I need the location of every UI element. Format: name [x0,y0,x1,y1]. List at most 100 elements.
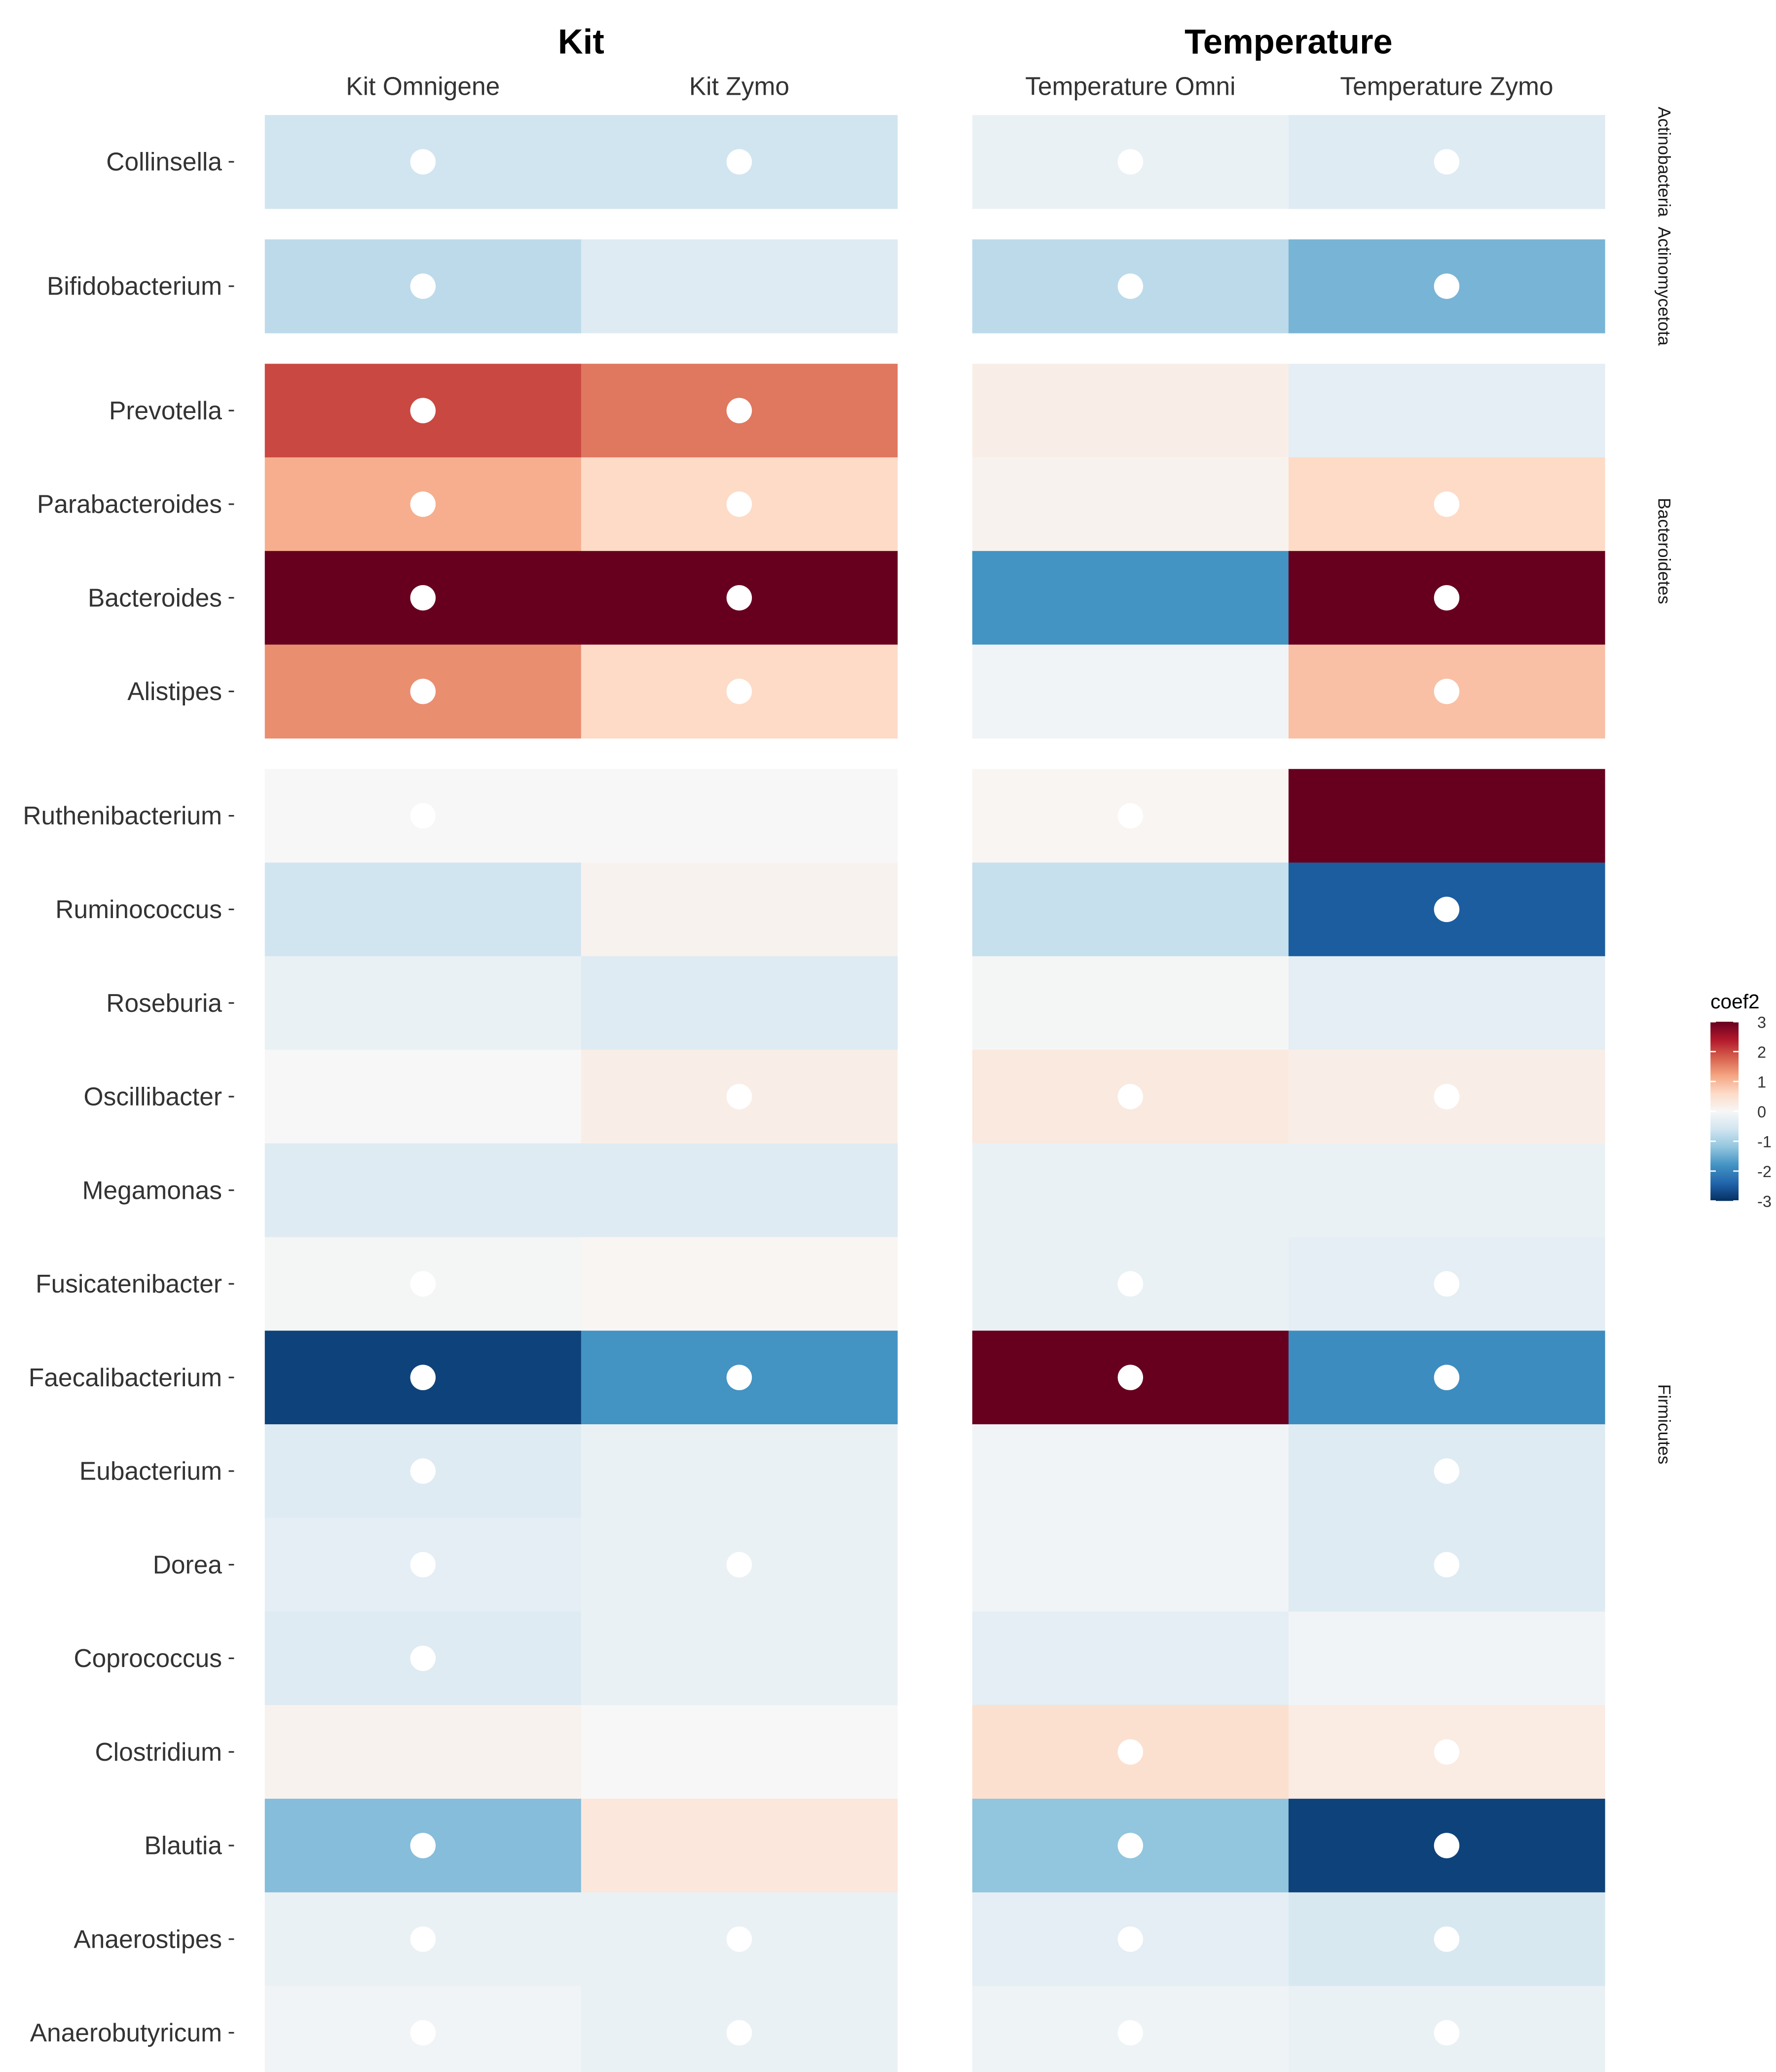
row-label-ruthenibacterium: Ruthenibacterium [23,801,222,830]
cell-coprococcus-kit-zymo [581,1611,898,1705]
row-label-megamonas: Megamonas [82,1176,222,1204]
marker-eubacterium-temperature-zymo [1434,1458,1460,1484]
marker-bifidobacterium-kit-omnigene [410,273,436,299]
column-label-kit-omnigene: Kit Omnigene [346,72,500,100]
marker-parabacteroides-kit-zymo [726,491,752,517]
marker-blautia-temperature-omni [1117,1833,1144,1858]
legend-tick-label-1: -1 [1757,1133,1772,1150]
marker-anaerobutyricum-temperature-omni [1117,2020,1144,2046]
row-label-parabacteroides: Parabacteroides [37,490,222,518]
marker-prevotella-kit-omnigene [410,398,436,423]
marker-prevotella-kit-zymo [726,398,752,423]
cell-parabacteroides-temperature-omni [972,457,1289,552]
row-label-bifidobacterium: Bifidobacterium [47,272,222,300]
cell-fusicatenibacter-kit-zymo [581,1237,898,1331]
marker-faecalibacterium-temperature-zymo [1434,1365,1460,1390]
row-label-clostridium: Clostridium [95,1738,222,1766]
cell-megamonas-kit-omnigene [264,1143,582,1238]
marker-collinsella-temperature-omni [1117,149,1144,175]
cell-ruminococcus-kit-zymo [581,862,898,957]
group-label-actinomycetota: Actinomycetota [1654,227,1673,346]
cell-ruminococcus-kit-omnigene [264,862,582,957]
group-label-firmicutes: Firmicutes [1654,1384,1673,1464]
legend-ticks: 3 2 1 0 -1 -2 -3 [1710,1013,1772,1211]
marker-parabacteroides-temperature-zymo [1434,491,1460,517]
marker-fusicatenibacter-kit-omnigene [410,1271,436,1297]
marker-oscillibacter-kit-zymo [726,1084,752,1110]
group-label-actinobacteria: Actinobacteria [1654,107,1673,217]
marker-bacteroides-temperature-zymo [1434,585,1460,611]
marker-collinsella-kit-zymo [726,149,752,175]
cell-eubacterium-temperature-omni [972,1424,1289,1518]
marker-anaerostipes-kit-omnigene [410,1926,436,1952]
row-label-eubacterium: Eubacterium [79,1457,222,1485]
cell-roseburia-kit-zymo [581,956,898,1050]
marker-dorea-kit-omnigene [410,1552,436,1578]
column-label-temperature-omni: Temperature Omni [1025,72,1235,100]
cell-eubacterium-kit-zymo [581,1424,898,1518]
legend-tick-label-1: 1 [1757,1073,1766,1091]
cell-prevotella-temperature-zymo [1288,364,1605,458]
cell-clostridium-kit-zymo [581,1705,898,1799]
row-label-oscillibacter: Oscillibacter [84,1082,222,1111]
row-label-anaerobutyricum: Anaerobutyricum [30,2018,222,2047]
legend-tick-label-0: 0 [1757,1103,1766,1121]
marker-oscillibacter-temperature-omni [1117,1084,1144,1110]
marker-clostridium-temperature-omni [1117,1739,1144,1765]
row-labels: Collinsella Bifidobacterium Prevotella Para… [23,148,234,2047]
row-label-bacteroides: Bacteroides [88,583,222,612]
row-label-alistipes: Alistipes [127,677,222,705]
marker-bifidobacterium-temperature-zymo [1434,273,1460,299]
row-label-ruminococcus: Ruminococcus [55,895,222,924]
marker-collinsella-kit-omnigene [410,149,436,175]
cell-ruthenibacterium-temperature-zymo [1288,769,1605,863]
cell-bacteroides-temperature-omni [972,551,1289,645]
row-label-faecalibacterium: Faecalibacterium [29,1363,222,1392]
legend-tick-label-3: -3 [1757,1193,1772,1211]
cell-clostridium-kit-omnigene [264,1705,582,1799]
cell-oscillibacter-kit-omnigene [264,1050,582,1144]
row-label-prevotella: Prevotella [109,396,222,425]
row-label-anaerostipes: Anaerostipes [74,1924,222,1953]
cell-ruthenibacterium-kit-zymo [581,769,898,863]
legend-tick-label-2: -2 [1757,1163,1772,1181]
marker-faecalibacterium-temperature-omni [1117,1365,1144,1390]
marker-eubacterium-kit-omnigene [410,1458,436,1484]
marker-faecalibacterium-kit-zymo [726,1365,752,1390]
group-strips: Actinobacteria Actinomycetota Bacteroidete… [1654,107,1673,1464]
marker-dorea-kit-zymo [726,1552,752,1578]
marker-anaerobutyricum-kit-zymo [726,2020,752,2046]
row-label-coprococcus: Coprococcus [74,1644,222,1672]
row-label-fusicatenibacter: Fusicatenibacter [36,1269,222,1298]
cell-ruminococcus-temperature-omni [972,862,1289,957]
marker-coprococcus-kit-omnigene [410,1645,436,1671]
facet-title-kit: Kit [558,22,604,61]
row-label-roseburia: Roseburia [106,989,222,1017]
row-label-dorea: Dorea [153,1550,222,1579]
marker-anaerobutyricum-kit-omnigene [410,2020,436,2046]
marker-anaerostipes-temperature-omni [1117,1926,1144,1952]
facet-title-temperature: Temperature [1184,22,1393,61]
marker-alistipes-kit-omnigene [410,678,436,704]
marker-blautia-temperature-zymo [1434,1833,1460,1858]
cell-alistipes-temperature-omni [972,644,1289,739]
cell-roseburia-temperature-omni [972,956,1289,1050]
marker-ruminococcus-temperature-zymo [1434,896,1460,923]
row-label-blautia: Blautia [145,1831,222,1860]
marker-bacteroides-kit-zymo [726,585,752,611]
heatmap-cells [264,115,1605,2072]
marker-fusicatenibacter-temperature-omni [1117,1271,1144,1297]
marker-anaerostipes-kit-zymo [726,1926,752,1952]
marker-ruthenibacterium-kit-omnigene [410,803,436,829]
column-label-kit-zymo: Kit Zymo [689,72,789,100]
cell-prevotella-temperature-omni [972,364,1289,458]
marker-bifidobacterium-temperature-omni [1117,273,1144,299]
cell-bifidobacterium-kit-zymo [581,239,898,333]
marker-oscillibacter-temperature-zymo [1434,1084,1460,1110]
marker-faecalibacterium-kit-omnigene [410,1365,436,1390]
marker-parabacteroides-kit-omnigene [410,491,436,517]
legend-title: coef2 [1710,990,1759,1013]
marker-bacteroides-kit-omnigene [410,585,436,611]
facet-headers: Kit Kit Omnigene Kit Zymo Temperature Temper… [346,22,1553,100]
